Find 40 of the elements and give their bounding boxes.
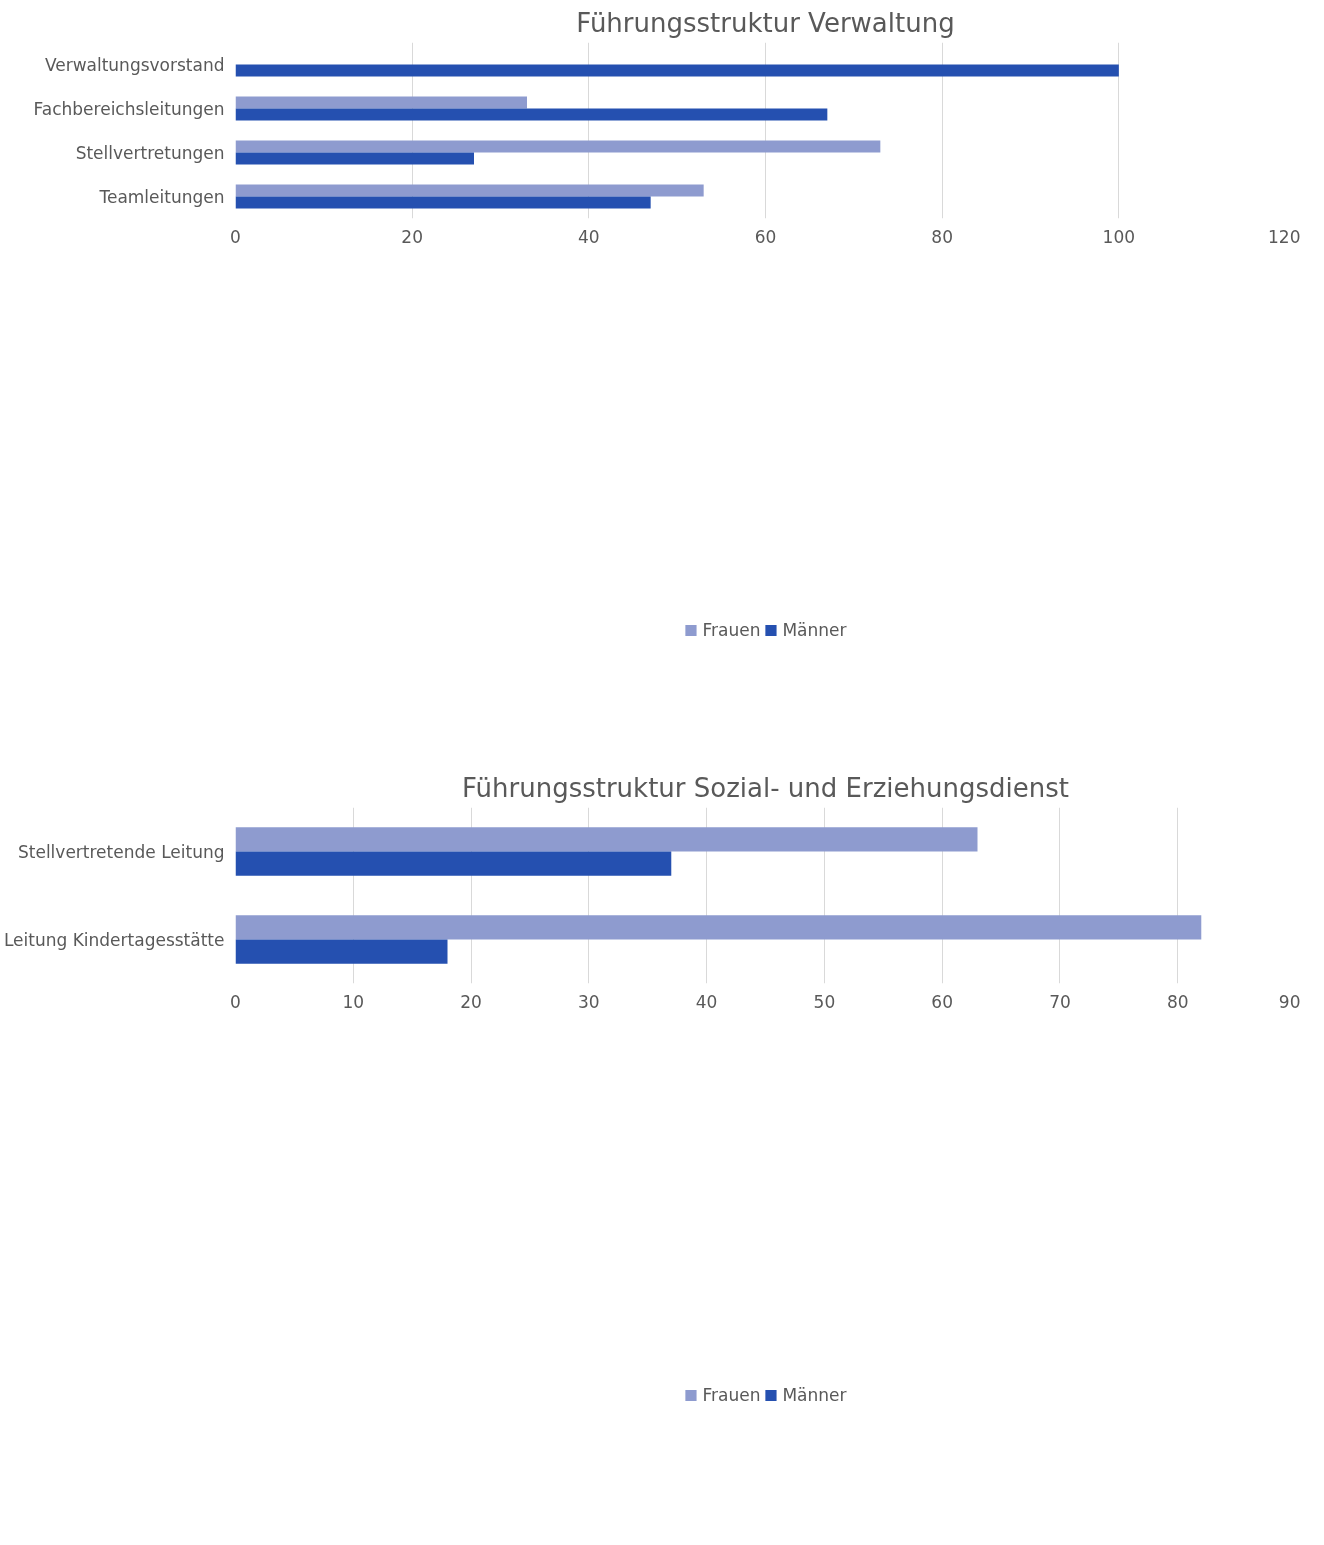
y-tick-label: Stellvertretungen bbox=[75, 142, 225, 163]
x-tick-label: 20 bbox=[460, 991, 482, 1012]
bar bbox=[235, 152, 474, 165]
x-tick-label: 40 bbox=[578, 226, 600, 247]
legend-label: Männer bbox=[782, 1385, 847, 1405]
bar bbox=[235, 915, 1202, 940]
bar bbox=[235, 140, 881, 153]
x-tick-label: 0 bbox=[230, 991, 241, 1012]
x-tick-label: 40 bbox=[695, 991, 718, 1012]
bar bbox=[235, 64, 1119, 77]
y-tick-label: Stellvertretende Leitung bbox=[17, 841, 225, 862]
y-tick-label: Fachbereichsleitungen bbox=[33, 98, 225, 119]
bar bbox=[235, 108, 828, 121]
chart-title: Führungsstruktur Sozial- und Erziehungsdienst bbox=[462, 772, 1070, 803]
x-tick-label: 0 bbox=[230, 226, 241, 247]
bar bbox=[235, 196, 651, 209]
legend-label: Männer bbox=[782, 620, 847, 640]
y-tick-label: Teamleitungen bbox=[98, 186, 225, 207]
x-tick-label: 80 bbox=[1166, 991, 1189, 1012]
x-tick-label: 80 bbox=[931, 226, 953, 247]
bar bbox=[235, 96, 527, 109]
chart-title: Führungsstruktur Verwaltung bbox=[576, 7, 955, 38]
x-tick-label: 60 bbox=[931, 991, 953, 1012]
bar bbox=[235, 827, 978, 852]
x-tick-label: 120 bbox=[1268, 226, 1301, 247]
x-tick-label: 60 bbox=[754, 226, 777, 247]
x-tick-label: 70 bbox=[1049, 991, 1071, 1012]
legend-label: Frauen bbox=[702, 1385, 761, 1405]
x-tick-label: 10 bbox=[342, 991, 365, 1012]
bar bbox=[235, 851, 672, 876]
y-tick-label: Leitung Kindertagesstätte bbox=[3, 929, 225, 950]
x-tick-label: 20 bbox=[401, 226, 423, 247]
legend-label: Frauen bbox=[702, 620, 761, 640]
bar bbox=[235, 184, 704, 197]
x-tick-label: 100 bbox=[1102, 226, 1136, 247]
bar bbox=[235, 939, 448, 964]
x-tick-label: 30 bbox=[578, 991, 600, 1012]
y-tick-label: Verwaltungsvorstand bbox=[44, 54, 225, 75]
x-tick-label: 90 bbox=[1278, 991, 1301, 1012]
x-tick-label: 50 bbox=[813, 991, 836, 1012]
